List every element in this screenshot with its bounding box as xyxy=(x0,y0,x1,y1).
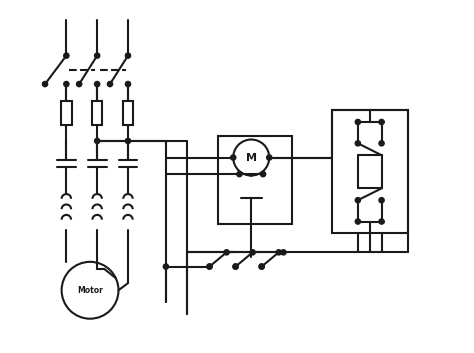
Text: M: M xyxy=(246,152,257,162)
Bar xyxy=(61,101,72,125)
Text: Motor: Motor xyxy=(77,286,103,295)
Circle shape xyxy=(231,155,236,160)
Circle shape xyxy=(233,264,238,269)
Circle shape xyxy=(379,119,384,125)
Circle shape xyxy=(281,250,286,255)
Circle shape xyxy=(94,53,100,58)
Circle shape xyxy=(224,250,229,255)
Bar xyxy=(332,110,408,233)
Circle shape xyxy=(379,198,384,203)
Bar xyxy=(218,136,292,224)
Circle shape xyxy=(108,82,113,87)
Circle shape xyxy=(356,141,361,146)
Circle shape xyxy=(64,53,69,58)
Circle shape xyxy=(276,250,282,255)
Circle shape xyxy=(125,82,131,87)
Circle shape xyxy=(233,264,238,269)
Circle shape xyxy=(207,264,212,269)
Circle shape xyxy=(259,264,264,269)
Circle shape xyxy=(64,82,69,87)
Circle shape xyxy=(237,172,242,177)
Circle shape xyxy=(163,264,169,269)
Circle shape xyxy=(250,250,255,255)
Circle shape xyxy=(356,219,361,224)
Bar xyxy=(123,101,133,125)
Circle shape xyxy=(207,264,212,269)
Bar xyxy=(92,101,102,125)
Circle shape xyxy=(379,141,384,146)
Circle shape xyxy=(94,82,100,87)
Circle shape xyxy=(379,219,384,224)
Circle shape xyxy=(356,119,361,125)
Circle shape xyxy=(125,53,131,58)
Circle shape xyxy=(125,138,131,144)
Circle shape xyxy=(266,155,272,160)
Circle shape xyxy=(94,138,100,144)
Circle shape xyxy=(76,82,82,87)
Circle shape xyxy=(356,198,361,203)
Circle shape xyxy=(43,82,47,87)
Circle shape xyxy=(259,264,264,269)
Circle shape xyxy=(260,172,266,177)
